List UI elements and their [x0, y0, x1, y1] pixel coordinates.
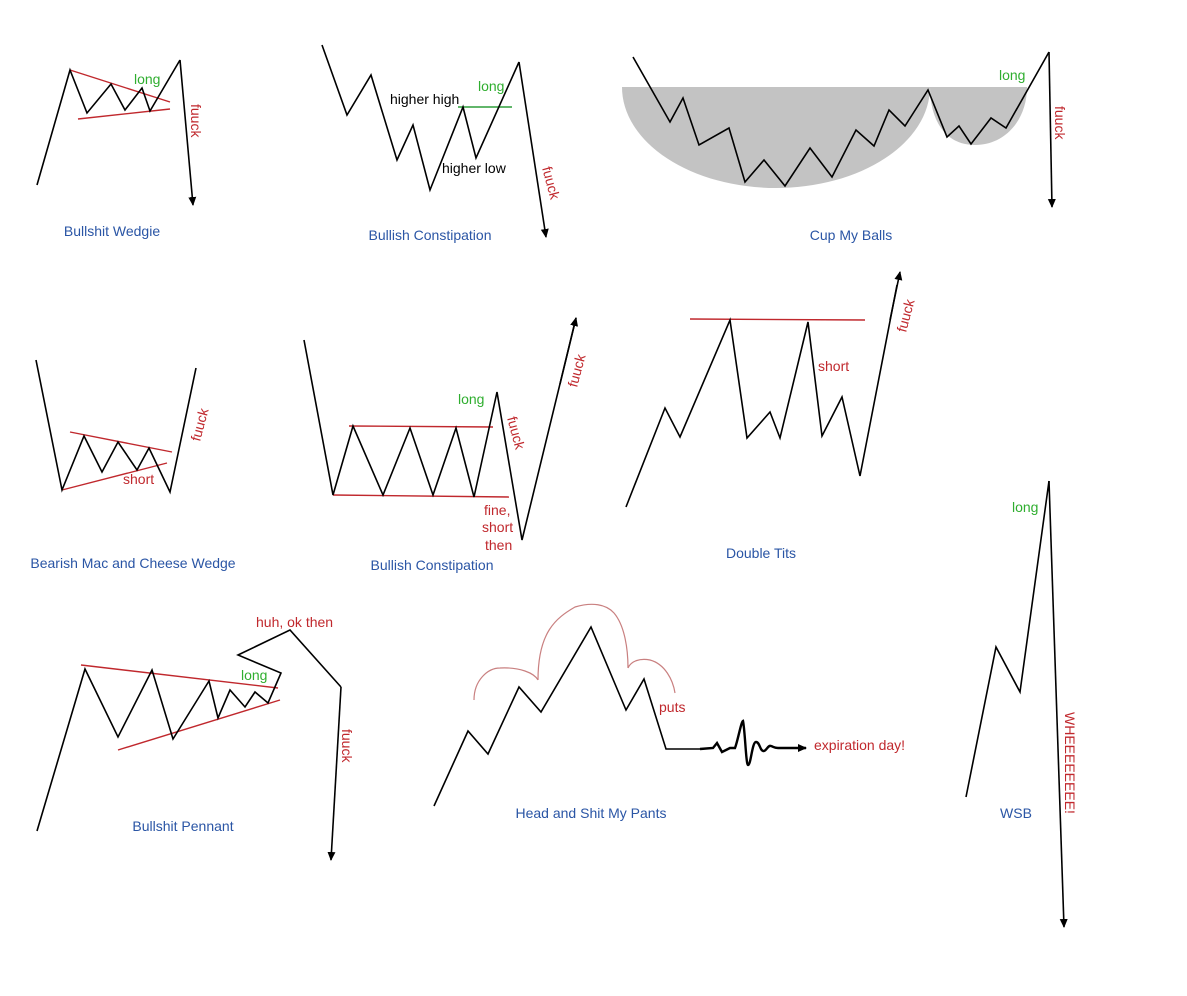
down-arrow	[327, 686, 342, 861]
pattern-bullish-constipation-1: higher high higher low long fuuck Bullis…	[321, 44, 563, 243]
fuuck-label: fuuck	[339, 729, 355, 763]
pattern-title: Bullshit Pennant	[132, 818, 233, 834]
range-top-line	[348, 425, 494, 428]
long-label: long	[134, 71, 160, 87]
pattern-title: Bullish Constipation	[371, 557, 494, 573]
price-line	[433, 625, 700, 807]
then-label: then	[485, 537, 512, 553]
pattern-title: Bullish Constipation	[369, 227, 492, 243]
down-arrow	[179, 59, 197, 206]
price-line	[632, 51, 1050, 188]
head-curve	[537, 603, 629, 681]
pattern-cup-my-balls: long fuuck Cup My Balls	[622, 51, 1068, 243]
pattern-title: Double Tits	[726, 545, 796, 561]
higher-high-label: higher high	[390, 91, 459, 107]
fuuck-label: fuuck	[1052, 106, 1068, 140]
pattern-bearish-mac-and-cheese-wedge: short fuuck Bearish Mac and Cheese Wedge	[30, 359, 236, 571]
pennant-upper-line	[80, 664, 279, 689]
puts-label: puts	[659, 699, 685, 715]
pattern-title: Bearish Mac and Cheese Wedge	[30, 555, 235, 571]
price-line	[36, 629, 342, 832]
pennant-lower-line	[117, 699, 281, 751]
long-label: long	[458, 391, 484, 407]
wedge-upper-line	[69, 69, 171, 103]
resistance-line	[689, 318, 866, 321]
fuuck-down-label: fuuck	[504, 415, 528, 452]
fuuck-label: fuuck	[187, 405, 211, 442]
long-label: long	[241, 667, 267, 683]
price-line	[35, 359, 197, 495]
expiration-day-label: expiration day!	[814, 737, 905, 753]
long-label: long	[1012, 499, 1038, 515]
range-bottom-line	[332, 494, 510, 498]
price-line	[321, 44, 520, 193]
up-arrow	[889, 271, 903, 321]
fine-label: fine,	[484, 502, 510, 518]
wedge-lower-line	[61, 462, 168, 491]
whee-label: WHEEEEEEEE!	[1062, 712, 1078, 814]
heartbeat-squiggle	[699, 719, 807, 767]
price-line	[965, 480, 1050, 798]
cup-shape	[622, 87, 930, 188]
price-line	[303, 317, 577, 541]
pattern-title: Head and Shit My Pants	[516, 805, 667, 821]
right-shoulder-curve	[627, 658, 676, 694]
long-label: long	[478, 78, 504, 94]
down-arrow	[518, 61, 549, 238]
pattern-bullshit-wedgie: long fuuck Bullshit Wedgie	[36, 59, 204, 239]
fuuck-label: fuuck	[893, 296, 917, 333]
down-arrow	[1048, 480, 1068, 928]
short-label: short	[818, 358, 849, 374]
price-line	[625, 284, 898, 508]
pattern-bullshit-pennant: huh, ok then long fuuck Bullshit Pennant	[36, 614, 355, 861]
pattern-bullish-constipation-2: long fuuck fine, short then fuuck Bullis…	[303, 317, 589, 573]
pattern-title: Bullshit Wedgie	[64, 223, 160, 239]
huh-ok-then-label: huh, ok then	[256, 614, 333, 630]
higher-low-label: higher low	[442, 160, 507, 176]
up-arrow	[559, 317, 579, 385]
wedge-lower-line	[77, 108, 171, 120]
pattern-head-and-shit-my-pants: puts expiration day! Head and Shit My Pa…	[433, 603, 905, 821]
short-label: short	[482, 519, 513, 535]
down-arrow	[1047, 51, 1056, 208]
pattern-title: Cup My Balls	[810, 227, 892, 243]
pattern-double-tits: short fuuck Double Tits	[625, 271, 918, 561]
price-line	[36, 59, 181, 186]
fuuck-label: fuuck	[539, 165, 563, 202]
fuuck-up-label: fuuck	[564, 351, 588, 388]
fuuck-label: fuuck	[188, 104, 204, 138]
wedge-upper-line	[69, 431, 173, 453]
left-shoulder-curve	[473, 667, 539, 701]
short-label: short	[123, 471, 154, 487]
pattern-wsb: long WHEEEEEEEE! WSB	[965, 480, 1078, 928]
long-label: long	[999, 67, 1025, 83]
pattern-title: WSB	[1000, 805, 1032, 821]
